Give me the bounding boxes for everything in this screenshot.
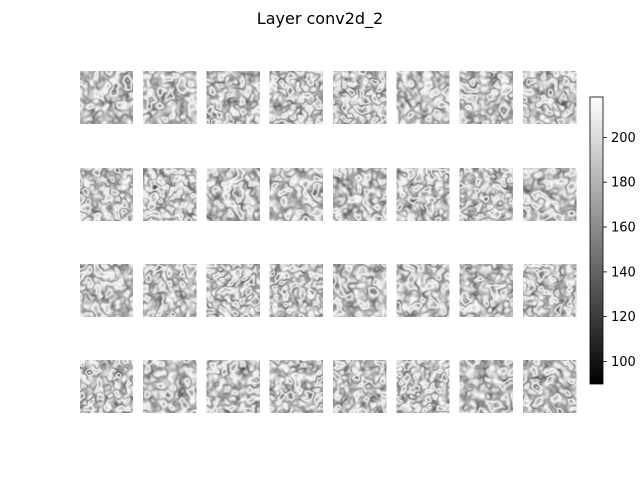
feature-map-image — [206, 168, 260, 221]
feature-map-4 — [269, 71, 323, 124]
colorbar-tick-label: 100 — [611, 355, 636, 370]
feature-map-image — [143, 360, 197, 413]
feature-map-7 — [459, 71, 513, 124]
feature-map-image — [459, 264, 513, 317]
feature-map-image — [206, 71, 260, 124]
feature-map-29 — [333, 360, 387, 413]
feature-map-image — [396, 71, 450, 124]
feature-map-22 — [396, 264, 450, 317]
feature-map-24 — [523, 264, 577, 317]
feature-map-image — [269, 168, 323, 221]
chart-title: Layer conv2d_2 — [257, 9, 383, 29]
colorbar: 100 120 140 160 180 200 — [589, 96, 636, 385]
feature-map-image — [80, 168, 133, 221]
feature-map-image — [80, 360, 133, 413]
feature-map-21 — [333, 264, 387, 317]
feature-map-image — [396, 360, 450, 413]
feature-map-image — [459, 360, 513, 413]
feature-map-image — [143, 71, 197, 124]
feature-map-20 — [269, 264, 323, 317]
feature-map-image — [523, 264, 577, 317]
feature-map-image — [396, 168, 450, 221]
feature-map-30 — [396, 360, 450, 413]
feature-map-image — [459, 71, 513, 124]
feature-map-image — [269, 360, 323, 413]
feature-map-28 — [269, 360, 323, 413]
feature-map-grid — [80, 71, 577, 413]
feature-map-image — [333, 264, 387, 317]
colorbar-gradient — [589, 96, 604, 385]
feature-map-5 — [333, 71, 387, 124]
feature-map-image — [206, 360, 260, 413]
feature-map-27 — [206, 360, 260, 413]
feature-map-2 — [143, 71, 197, 124]
feature-map-11 — [206, 168, 260, 221]
feature-map-23 — [459, 264, 513, 317]
feature-map-14 — [396, 168, 450, 221]
feature-map-12 — [269, 168, 323, 221]
feature-map-image — [396, 264, 450, 317]
colorbar-tick-label: 200 — [611, 131, 636, 146]
feature-map-image — [523, 71, 577, 124]
feature-map-image — [523, 360, 577, 413]
colorbar-tick-label: 140 — [611, 265, 636, 280]
feature-map-image — [269, 264, 323, 317]
feature-map-image — [143, 264, 197, 317]
feature-map-3 — [206, 71, 260, 124]
feature-map-image — [80, 71, 133, 124]
feature-map-image — [333, 168, 387, 221]
feature-map-1 — [80, 71, 133, 124]
feature-map-32 — [523, 360, 577, 413]
feature-map-31 — [459, 360, 513, 413]
feature-map-image — [523, 168, 577, 221]
colorbar-tick-label: 180 — [611, 176, 636, 191]
feature-map-25 — [80, 360, 133, 413]
colorbar-tick-label: 120 — [611, 310, 636, 325]
feature-map-15 — [459, 168, 513, 221]
feature-map-13 — [333, 168, 387, 221]
feature-map-18 — [143, 264, 197, 317]
feature-map-image — [459, 168, 513, 221]
feature-map-image — [333, 71, 387, 124]
colorbar-ticks: 100 120 140 160 180 200 — [603, 131, 636, 370]
feature-map-image — [206, 264, 260, 317]
feature-map-9 — [80, 168, 133, 221]
feature-map-26 — [143, 360, 197, 413]
feature-map-image — [333, 360, 387, 413]
feature-map-10 — [143, 168, 197, 221]
feature-map-8 — [523, 71, 577, 124]
feature-map-19 — [206, 264, 260, 317]
feature-map-image — [269, 71, 323, 124]
colorbar-tick-label: 160 — [611, 221, 636, 236]
feature-map-image — [80, 264, 133, 317]
feature-map-16 — [523, 168, 577, 221]
feature-map-17 — [80, 264, 133, 317]
feature-map-image — [143, 168, 197, 221]
feature-map-6 — [396, 71, 450, 124]
